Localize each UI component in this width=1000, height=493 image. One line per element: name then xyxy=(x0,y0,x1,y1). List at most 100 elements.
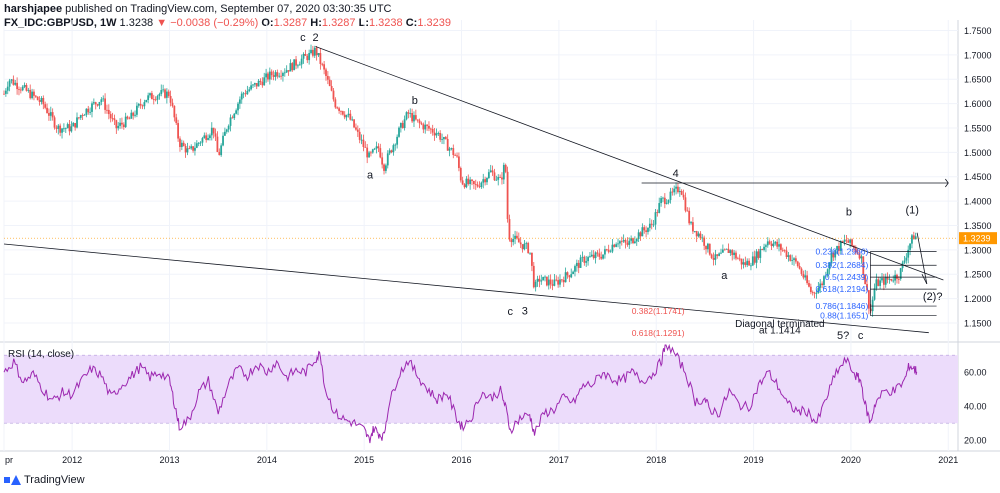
candle-body xyxy=(914,236,917,240)
candle-body xyxy=(33,91,35,96)
candle-body xyxy=(371,149,374,153)
candle-body xyxy=(164,89,166,98)
candle-body xyxy=(248,89,251,91)
candle-body xyxy=(448,148,451,151)
candle-body xyxy=(416,119,419,121)
candle-body xyxy=(495,179,498,181)
candle-body xyxy=(828,262,831,270)
candle-body xyxy=(538,278,541,282)
candle-body xyxy=(658,203,661,213)
candle-body xyxy=(635,239,638,242)
price-tick-label: 1.3500 xyxy=(964,221,992,231)
time-tick-label: 2016 xyxy=(452,455,472,465)
candle-body xyxy=(531,252,533,266)
candle-body xyxy=(210,127,213,136)
candle-body xyxy=(461,180,464,185)
candle-body xyxy=(469,179,472,185)
candle-body xyxy=(46,107,48,114)
candle-body xyxy=(255,83,258,87)
candle-body xyxy=(755,251,758,263)
candle-body xyxy=(560,279,563,281)
wave-label: b xyxy=(846,206,852,218)
candle-body xyxy=(695,231,698,237)
price-tick-label: 1.7500 xyxy=(964,26,992,36)
candle-body xyxy=(143,102,146,107)
candle-body xyxy=(476,184,479,187)
candle-body xyxy=(106,109,108,111)
candle-body xyxy=(122,124,125,128)
candle-body xyxy=(246,90,249,95)
candles-layer xyxy=(3,44,917,317)
candle-body xyxy=(207,138,209,140)
candle-body xyxy=(549,279,552,285)
candle-body xyxy=(192,146,194,151)
candle-body xyxy=(502,164,505,180)
candle-body xyxy=(652,224,655,226)
candle-body xyxy=(42,97,45,105)
wave-label: 2 xyxy=(312,32,318,44)
price-tick-label: 1.2500 xyxy=(964,270,992,280)
candle-body xyxy=(866,284,868,291)
candle-body xyxy=(688,210,691,224)
candle-body xyxy=(663,197,666,204)
candle-body xyxy=(682,194,685,198)
candle-body xyxy=(100,99,103,103)
candle-body xyxy=(740,258,743,265)
candle-body xyxy=(321,63,324,65)
candle-body xyxy=(753,256,756,263)
candle-body xyxy=(414,115,417,120)
candle-body xyxy=(190,146,193,149)
wave-label: (2)? xyxy=(923,291,943,303)
upper-trendline xyxy=(315,46,944,281)
candle-body xyxy=(899,268,902,279)
candle-body xyxy=(869,308,872,312)
price-tick-label: 1.2000 xyxy=(964,294,992,304)
candle-body xyxy=(244,93,247,95)
candle-body xyxy=(890,278,893,281)
wave-label: b xyxy=(412,95,418,107)
candle-body xyxy=(10,79,13,81)
candle-body xyxy=(212,127,215,134)
candle-body xyxy=(871,299,874,312)
candle-body xyxy=(472,181,475,184)
wave-label: 4 xyxy=(673,168,679,180)
candle-body xyxy=(632,238,634,244)
candle-body xyxy=(156,96,159,100)
candle-body xyxy=(287,70,290,72)
candle-body xyxy=(278,75,281,77)
candle-body xyxy=(824,275,827,277)
candle-body xyxy=(583,256,586,263)
candle-body xyxy=(267,73,269,80)
candle-body xyxy=(480,182,483,187)
candle-body xyxy=(441,139,443,141)
candle-body xyxy=(817,287,820,293)
candle-body xyxy=(205,135,208,140)
candle-body xyxy=(813,292,816,294)
candle-body xyxy=(317,53,320,56)
candle-body xyxy=(596,252,599,254)
price-tick-label: 1.5000 xyxy=(964,148,992,158)
symbol[interactable]: FX_IDC:GBPUSD, 1W xyxy=(4,17,117,29)
brand-name[interactable]: TradingView xyxy=(24,474,85,486)
candle-body xyxy=(89,111,92,113)
candle-body xyxy=(860,256,863,259)
candle-body xyxy=(304,53,307,56)
candle-body xyxy=(4,90,7,94)
candle-body xyxy=(738,258,741,260)
time-tick-label: 2012 xyxy=(62,455,82,465)
candle-body xyxy=(487,172,490,179)
candle-body xyxy=(581,256,584,258)
candle-body xyxy=(660,198,662,204)
candle-body xyxy=(545,276,548,286)
candle-body xyxy=(789,255,792,261)
candle-body xyxy=(521,244,524,250)
candle-body xyxy=(147,95,150,100)
publisher-name[interactable]: harshjapee xyxy=(4,3,63,15)
candle-body xyxy=(836,246,838,251)
candle-body xyxy=(63,128,65,130)
candle-body xyxy=(735,252,737,259)
publish-info: published on TradingView.com, September … xyxy=(62,3,392,15)
candle-body xyxy=(765,245,767,247)
candle-body xyxy=(345,115,348,118)
